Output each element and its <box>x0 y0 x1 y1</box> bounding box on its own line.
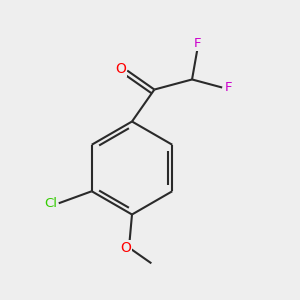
Text: F: F <box>225 81 232 94</box>
Text: Cl: Cl <box>45 197 58 210</box>
Text: F: F <box>194 38 201 50</box>
Text: O: O <box>120 241 131 255</box>
Text: O: O <box>115 62 126 76</box>
